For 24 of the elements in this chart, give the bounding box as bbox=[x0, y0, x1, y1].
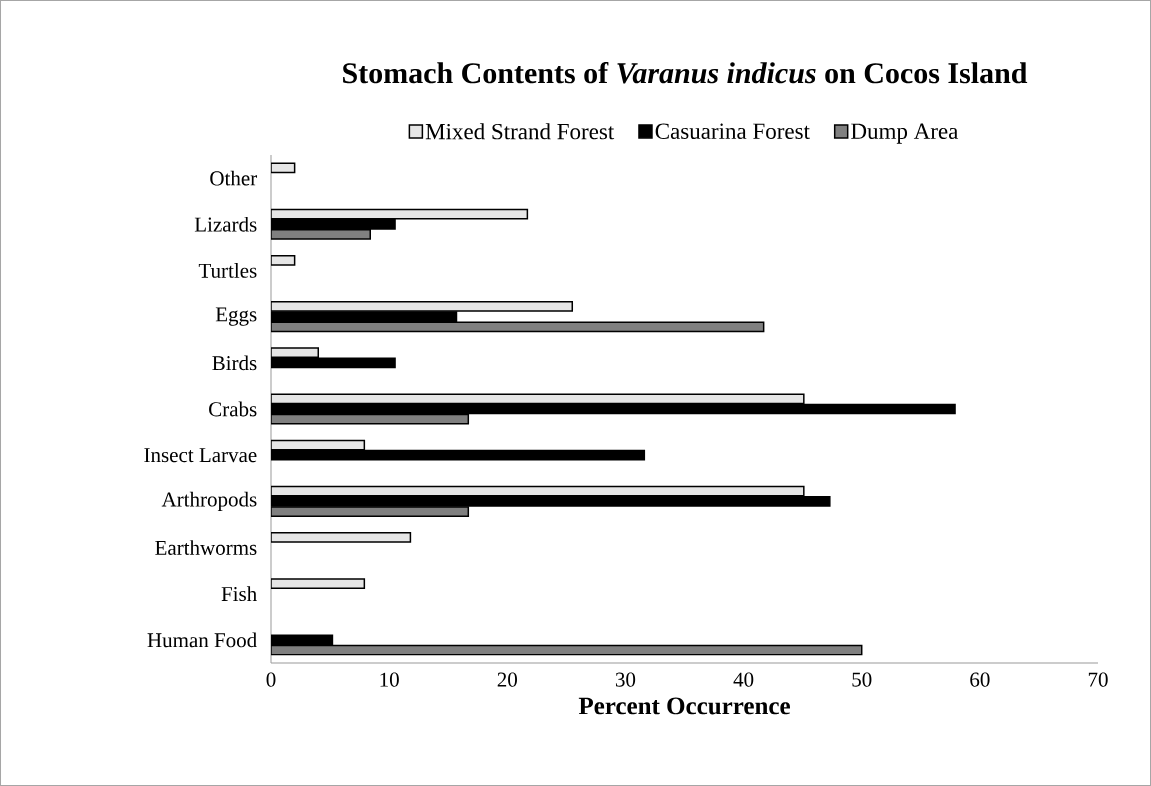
y-tick-label: Eggs bbox=[215, 307, 257, 326]
y-tick-label: Arthropods bbox=[161, 491, 257, 511]
y-tick-label: Human Food bbox=[147, 632, 257, 648]
x-tick-label: 60 bbox=[970, 672, 990, 687]
legend-label: Dump Area bbox=[851, 123, 959, 144]
y-tick-label: Other bbox=[210, 170, 258, 186]
x-axis-title: Percent Occurrence bbox=[578, 697, 790, 715]
y-tick-label: Turtles bbox=[198, 263, 257, 278]
y-tick-label: Earthworms bbox=[155, 540, 257, 555]
y-tick-label: Lizards bbox=[194, 216, 257, 232]
chart-title: Stomach Contents of Varanus indicus on Cocos Island bbox=[343, 61, 1028, 84]
x-tick-label: 50 bbox=[852, 672, 872, 687]
y-tick-label: Insect Larvae bbox=[144, 448, 257, 463]
y-tick-label: Birds bbox=[212, 355, 257, 371]
y-tick-label: Fish bbox=[221, 586, 257, 602]
x-tick-label: 0 bbox=[266, 672, 276, 687]
legend-label: Casuarina Forest bbox=[655, 123, 810, 139]
x-tick-label: 30 bbox=[615, 672, 636, 687]
x-tick-label: 40 bbox=[733, 672, 754, 687]
x-tick-label: 70 bbox=[1088, 672, 1108, 687]
x-tick-label: 20 bbox=[497, 672, 517, 687]
y-tick-label: Crabs bbox=[209, 401, 257, 417]
legend-label: Mixed Strand Forest bbox=[425, 123, 615, 140]
x-tick-label: 10 bbox=[380, 672, 399, 687]
